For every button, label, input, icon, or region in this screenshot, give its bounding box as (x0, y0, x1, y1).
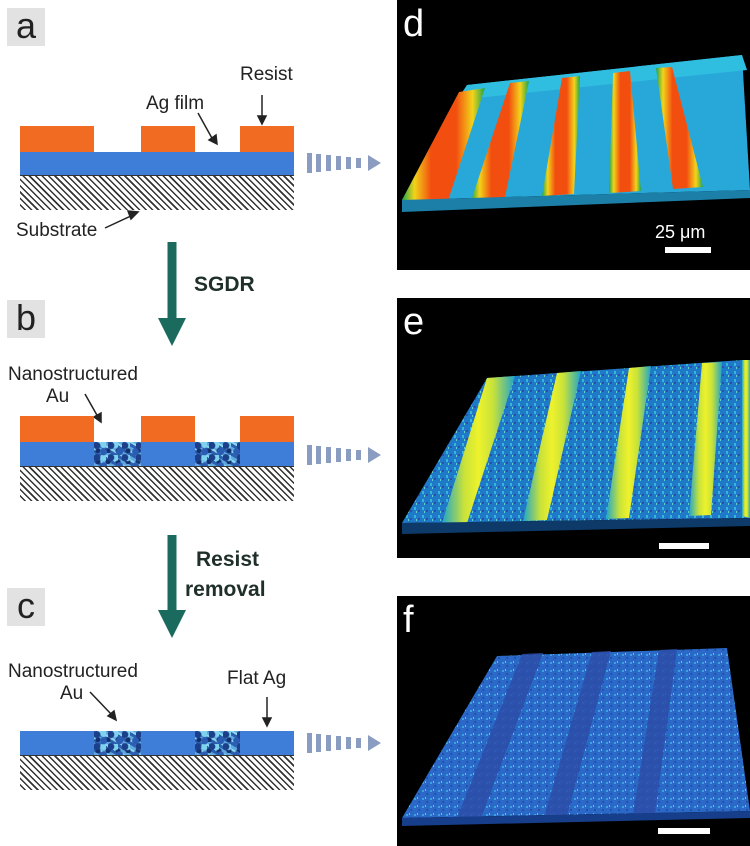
nanostructured-au-b2 (195, 442, 240, 466)
ag-film-layer-c (20, 731, 294, 755)
ag-film-layer-b (20, 442, 294, 466)
sgdr-label: SGDR (194, 273, 255, 296)
panel-label-a: a (7, 8, 45, 46)
substrate-layer-c (20, 755, 294, 790)
panel-label-b: b (7, 300, 45, 338)
label-pointers (84, 95, 273, 728)
panel-label-d: d (403, 3, 425, 45)
resist-block-b2 (141, 416, 195, 442)
substrate-label: Substrate (16, 220, 98, 241)
image-panel-d: d 25 μm (397, 0, 750, 270)
resist-removal-label-line1: Resist (196, 548, 260, 571)
au-label-c: Au (60, 683, 84, 704)
panel-label-f: f (403, 599, 414, 641)
nanostructured-label-c: Nanostructured (8, 661, 138, 682)
resist-block-a1 (20, 126, 94, 152)
resist-label: Resist (240, 64, 293, 85)
resist-removal-label-line2: removal (185, 578, 266, 601)
scale-bar-f (658, 828, 710, 834)
substrate-layer-b (20, 466, 294, 501)
au-label-b: Au (46, 386, 70, 407)
resist-block-b3 (240, 416, 294, 442)
resist-block-a2 (141, 126, 195, 152)
sgdr-arrow-head (158, 318, 186, 346)
nanostructured-au-c1 (94, 731, 141, 755)
scale-bar-label: 25 μm (655, 222, 706, 242)
resist-block-b1 (20, 416, 94, 442)
scale-bar-e (659, 543, 709, 549)
flat-ag-label: Flat Ag (227, 668, 287, 689)
nanostructured-label-b: Nanostructured (8, 364, 138, 385)
removal-arrow-head (158, 610, 186, 638)
wave-arrow-c-icon (307, 733, 381, 753)
image-panel-f: f (397, 596, 750, 846)
resist-block-a3 (240, 126, 294, 152)
substrate-layer-a (20, 175, 294, 210)
wave-arrow-a-icon (307, 153, 381, 173)
nanostructured-au-c2 (195, 731, 240, 755)
panel-label-e: e (403, 301, 425, 343)
scale-bar-d (665, 247, 711, 253)
nanostructured-au-b1 (94, 442, 141, 466)
panel-label-c: c (7, 588, 45, 626)
wave-arrow-b-icon (307, 445, 381, 465)
ag-film-label: Ag film (146, 93, 205, 114)
ag-film-layer-a (20, 152, 294, 175)
image-panel-e: e (397, 298, 750, 558)
